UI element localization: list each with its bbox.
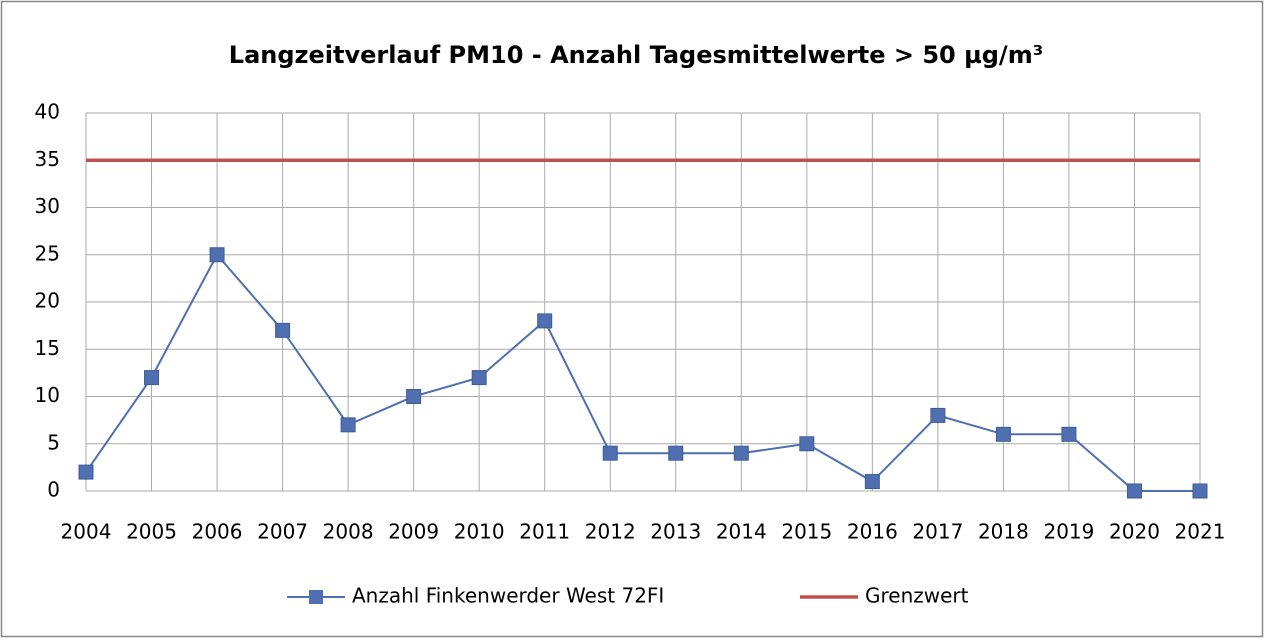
legend-label: Grenzwert [865,584,969,608]
x-tick-label: 2006 [192,520,243,544]
x-tick-label: 2009 [388,520,439,544]
data-point [930,407,946,423]
x-tick-label: 2004 [61,520,112,544]
legend-marker [309,590,323,604]
x-tick-label: 2018 [978,520,1029,544]
x-tick-label: 2011 [519,520,570,544]
x-tick-label: 2016 [847,520,898,544]
y-tick-label: 15 [35,336,60,360]
x-tick-label: 2017 [912,520,963,544]
data-point [1126,483,1142,499]
data-point [406,389,422,404]
data-point [144,370,160,386]
legend-label: Anzahl Finkenwerder West 72FI [352,584,664,608]
data-point [1061,426,1077,442]
x-tick-label: 2015 [781,520,832,544]
x-tick-label: 2010 [454,520,505,544]
y-tick-label: 30 [35,194,60,218]
chart-title: Langzeitverlauf PM10 - Anzahl Tagesmitte… [229,41,1043,69]
x-tick-label: 2020 [1109,520,1160,544]
series-line [85,252,1200,492]
data-point [209,247,225,263]
data-point [602,445,618,461]
data-point [471,370,487,386]
y-tick-label: 25 [35,241,60,265]
x-tick-label: 2007 [257,520,308,544]
y-tick-label: 10 [35,383,60,407]
x-tick-label: 2013 [650,520,701,544]
y-tick-label: 20 [35,289,60,313]
data-point [275,322,291,338]
data-point [864,474,880,490]
x-tick-label: 2021 [1175,520,1226,544]
x-tick-label: 2012 [585,520,636,544]
y-tick-label: 35 [35,147,60,171]
data-point [799,436,815,452]
x-tick-label: 2019 [1043,520,1094,544]
data-point [78,464,94,480]
data-point [1192,483,1208,499]
x-tick-label: 2005 [126,520,177,544]
x-tick-label: 2008 [323,520,374,544]
y-tick-label: 5 [47,430,60,454]
data-point [668,445,684,461]
data-point [995,426,1011,442]
data-point [340,417,356,433]
x-tick-label: 2014 [716,520,767,544]
data-point [537,313,553,329]
data-point [733,445,749,461]
y-tick-label: 40 [35,100,60,124]
y-tick-label: 0 [47,478,60,502]
